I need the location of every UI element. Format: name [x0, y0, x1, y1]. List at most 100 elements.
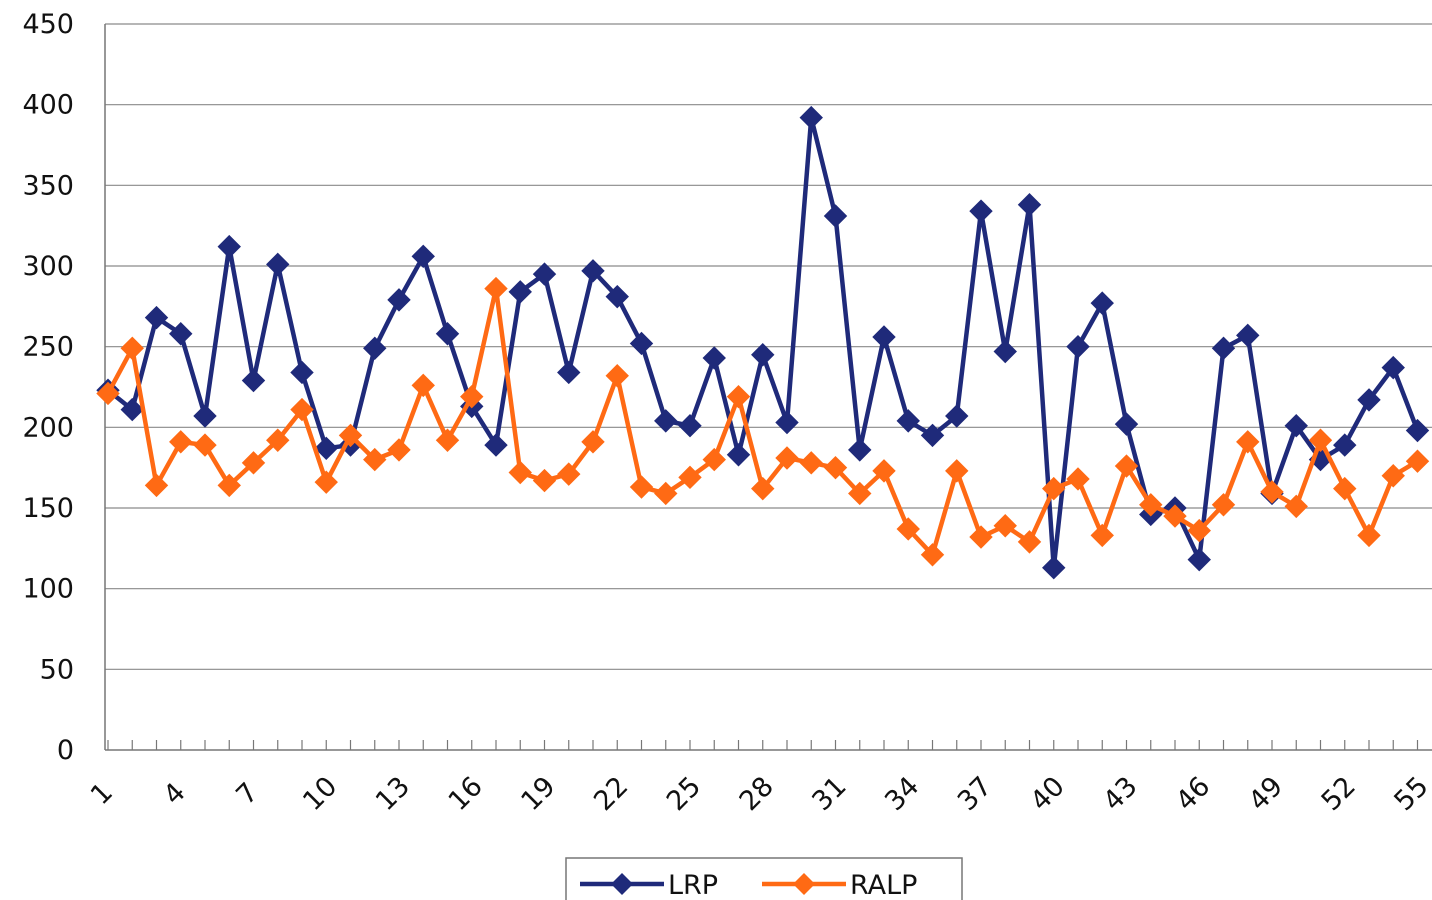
data-point [1017, 192, 1042, 217]
data-point [1114, 412, 1139, 436]
data-point [872, 459, 896, 483]
data-point [290, 360, 314, 385]
data-point [120, 336, 144, 360]
data-point [581, 430, 605, 454]
x-tick-label: 22 [588, 771, 634, 817]
data-point [848, 438, 872, 462]
x-tick-label: 25 [661, 771, 707, 817]
data-point [823, 455, 848, 480]
data-point [241, 451, 266, 475]
data-point [678, 414, 702, 438]
y-tick-label: 350 [22, 170, 74, 201]
x-tick-label: 55 [1388, 771, 1432, 817]
data-point [1236, 323, 1260, 348]
x-tick-label: 34 [879, 771, 925, 817]
series-lines [96, 105, 1430, 580]
y-tick-label: 450 [22, 9, 74, 40]
data-point [144, 473, 169, 498]
data-point [1090, 291, 1114, 315]
data-point [945, 404, 969, 428]
data-point [1405, 418, 1430, 443]
data-point [314, 436, 338, 461]
data-point [1236, 430, 1260, 454]
data-point [387, 438, 411, 462]
data-point [1211, 336, 1236, 360]
data-point [363, 336, 387, 360]
data-point [217, 234, 241, 259]
legend-label-lrp: LRP [668, 870, 718, 900]
data-point [1090, 523, 1114, 548]
data-point [193, 433, 217, 457]
data-point [314, 470, 338, 494]
x-tick-label: 28 [734, 771, 780, 817]
data-point [581, 259, 605, 283]
data-point [1357, 523, 1381, 548]
legend-marker-ralp [793, 873, 815, 895]
data-point [120, 397, 144, 422]
data-point [557, 360, 581, 385]
data-point [654, 409, 678, 433]
y-tick-label: 400 [22, 90, 74, 121]
data-point [363, 447, 387, 472]
data-point [1333, 433, 1357, 457]
data-point [290, 397, 314, 422]
y-tick-label: 100 [22, 574, 74, 605]
data-point [1405, 449, 1430, 473]
data-point [920, 423, 945, 448]
x-tick-label: 13 [370, 771, 416, 817]
data-point [605, 284, 629, 309]
data-point [605, 363, 629, 388]
data-point [411, 244, 435, 269]
x-tick-label: 19 [515, 771, 561, 817]
legend-box [565, 857, 963, 900]
data-point [144, 305, 169, 330]
data-point [1042, 555, 1066, 580]
x-tick-label: 16 [443, 771, 489, 817]
data-point [193, 404, 217, 428]
data-point [1066, 467, 1090, 491]
x-tick-label: 37 [952, 771, 998, 817]
data-point [508, 280, 532, 304]
data-point [460, 384, 484, 409]
data-point [969, 525, 993, 549]
data-point [751, 476, 775, 501]
data-point [993, 339, 1017, 364]
data-point [266, 428, 290, 452]
data-point [896, 409, 920, 433]
y-tick-label: 0 [57, 735, 74, 766]
data-point [1381, 464, 1405, 488]
data-point [266, 252, 290, 277]
data-point [775, 410, 799, 435]
x-tick-label: 4 [158, 777, 192, 811]
data-point [435, 322, 460, 346]
data-point [629, 475, 654, 499]
data-point [751, 343, 775, 367]
data-point [872, 325, 896, 349]
data-point [169, 322, 193, 346]
x-tick-label: 10 [297, 771, 343, 817]
series-line-ralp [106, 286, 1419, 558]
y-tick-label: 250 [22, 332, 74, 363]
y-tick-label: 200 [22, 412, 74, 443]
data-point [532, 468, 557, 493]
data-point [945, 459, 969, 483]
data-point [96, 381, 120, 406]
x-tick-label: 46 [1170, 771, 1216, 817]
data-point [557, 462, 581, 486]
y-tick-label: 300 [22, 251, 74, 282]
data-point [1260, 480, 1284, 504]
data-point [241, 368, 266, 393]
data-point [411, 373, 435, 398]
legend-marker-lrp [611, 873, 633, 895]
data-point [1139, 493, 1163, 517]
x-tick-label: 40 [1025, 771, 1071, 817]
data-point [1066, 334, 1090, 359]
data-point [775, 446, 799, 470]
data-point [823, 204, 848, 228]
data-point [217, 473, 241, 498]
data-point [726, 443, 751, 467]
data-point [1284, 494, 1308, 519]
data-point [1381, 355, 1405, 380]
